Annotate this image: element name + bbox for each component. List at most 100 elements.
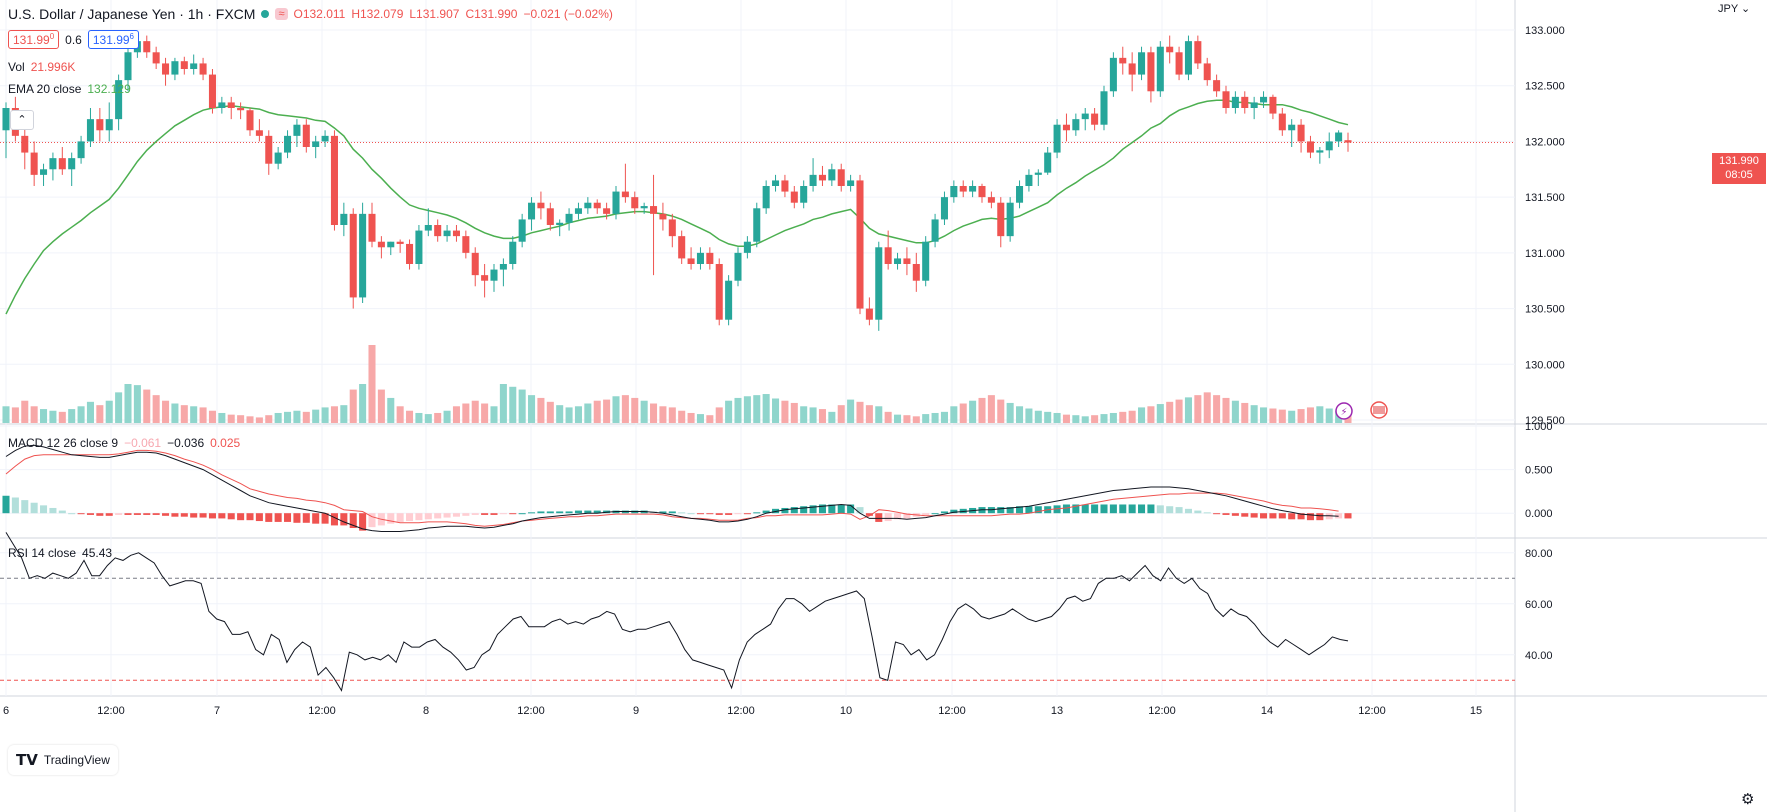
symbol-title[interactable]: U.S. Dollar / Japanese Yen · 1h · FXCM	[8, 6, 256, 22]
volume-bar	[124, 384, 132, 423]
currency-label: JPY	[1718, 3, 1738, 15]
sell-button[interactable]: 131.990	[8, 30, 60, 49]
macd-histogram-bar	[1344, 513, 1352, 519]
axes: 133.000132.500132.000131.500131.000130.5…	[3, 25, 1565, 717]
macd-histogram-bar	[875, 513, 883, 522]
macd-histogram-bar	[593, 510, 601, 514]
macd-histogram-bar	[124, 513, 132, 515]
x-tick-label: 7	[214, 705, 220, 717]
candle-body	[1147, 52, 1155, 92]
macd-histogram-bar	[781, 507, 789, 514]
currency-selector[interactable]: JPY ⌄	[1718, 3, 1751, 15]
settings-gear-icon[interactable]: ⚙	[1741, 791, 1755, 808]
tradingview-logo[interactable]: 𝗧𝗩 TradingView	[8, 745, 118, 775]
event-markers: ⚡	[1335, 401, 1388, 420]
macd-histogram-bar	[931, 513, 939, 515]
ohlc-open: O132.011	[293, 7, 346, 21]
volume-bar	[490, 406, 498, 423]
volume-bar	[1175, 399, 1183, 423]
vol-label: Vol	[8, 60, 25, 74]
ohlc-change: −0.021 (−0.02%)	[523, 7, 613, 21]
macd-legend[interactable]: MACD 12 26 close 9 −0.061 −0.036 0.025	[8, 436, 240, 450]
macd-histogram-bar	[58, 510, 66, 514]
candle-body	[565, 213, 573, 223]
macd-histogram-bar	[1316, 513, 1324, 521]
macd-histogram-bar	[528, 512, 536, 514]
volume-bar	[1269, 408, 1277, 423]
volume-bar	[659, 406, 667, 423]
macd-histogram-bar	[1034, 506, 1042, 514]
volume-bar	[574, 406, 582, 423]
volume-bar	[265, 415, 273, 423]
ema-label: EMA 20 close	[8, 82, 82, 96]
macd-histogram-bar	[387, 513, 395, 524]
volume-bar	[1222, 397, 1230, 423]
macd-histogram-bar	[312, 513, 320, 524]
volume-bar	[462, 403, 470, 423]
candle-body	[556, 222, 564, 225]
candle-body	[1053, 124, 1061, 153]
macd-histogram-bar	[1025, 506, 1033, 514]
vol-legend[interactable]: Vol 21.996K	[8, 60, 75, 74]
candle-body	[452, 230, 460, 237]
candle-body	[377, 241, 385, 248]
volume-bar	[1325, 408, 1333, 423]
candle-body	[621, 191, 629, 198]
candle-body	[321, 135, 329, 142]
candle-body	[471, 252, 479, 276]
ema-legend[interactable]: EMA 20 close 132.129	[8, 82, 131, 96]
volume-bar	[546, 401, 554, 423]
volume-bar	[162, 400, 170, 423]
x-tick-label: 12:00	[727, 705, 755, 717]
volume-bar	[959, 403, 967, 423]
macd-histogram-bar	[105, 513, 113, 516]
macd-histogram-bar	[1138, 504, 1146, 514]
macd-histogram-bar	[1166, 506, 1174, 514]
macd-histogram-bar	[687, 513, 695, 515]
candle-body	[481, 275, 489, 281]
volume-bar	[528, 395, 536, 423]
y-tick-label: 129.500	[1525, 415, 1565, 427]
tradingview-logo-icon: 𝗧𝗩	[16, 752, 38, 769]
candle-body	[856, 180, 864, 309]
macd-histogram-bar	[706, 513, 714, 515]
y-tick-label: 133.000	[1525, 25, 1565, 37]
volume-bar	[1316, 406, 1324, 423]
candle-body	[978, 186, 986, 198]
candle-body	[1128, 63, 1136, 75]
candle-body	[1044, 152, 1052, 173]
candle-body	[631, 197, 639, 209]
candle-body	[115, 80, 123, 120]
flag-stripes	[1373, 406, 1385, 414]
candle-body	[950, 186, 958, 198]
rsi-line	[5, 532, 1349, 692]
candle-body	[640, 206, 648, 209]
candle-body	[1222, 91, 1230, 108]
macd-histogram-bar	[584, 510, 592, 514]
volume-bar	[190, 406, 198, 423]
candle-body	[124, 52, 132, 81]
candle-body	[302, 124, 310, 147]
candle-body	[265, 135, 273, 164]
last-price-label: 131.990 08:05	[1712, 153, 1766, 184]
collapse-legend-button[interactable]: ⌃	[10, 110, 34, 130]
volume-bar	[481, 403, 489, 423]
candle-body	[612, 191, 620, 214]
volume-bar	[1025, 408, 1033, 423]
candle-body	[1316, 150, 1324, 153]
x-tick-label: 9	[633, 705, 639, 717]
candle-body	[518, 219, 526, 242]
candle-body	[1184, 41, 1192, 75]
volume-bar	[1044, 411, 1052, 423]
candle-body	[274, 152, 282, 164]
volume-bar	[199, 407, 207, 423]
ohlc-close: C131.990	[465, 7, 518, 21]
volume-bar	[837, 405, 845, 423]
rsi-legend[interactable]: RSI 14 close 45.43	[8, 546, 112, 560]
buy-button[interactable]: 131.996	[87, 30, 139, 49]
wave-icon[interactable]: ≈	[275, 8, 288, 20]
volume-bar	[143, 389, 151, 423]
volume-bar	[1062, 414, 1070, 423]
